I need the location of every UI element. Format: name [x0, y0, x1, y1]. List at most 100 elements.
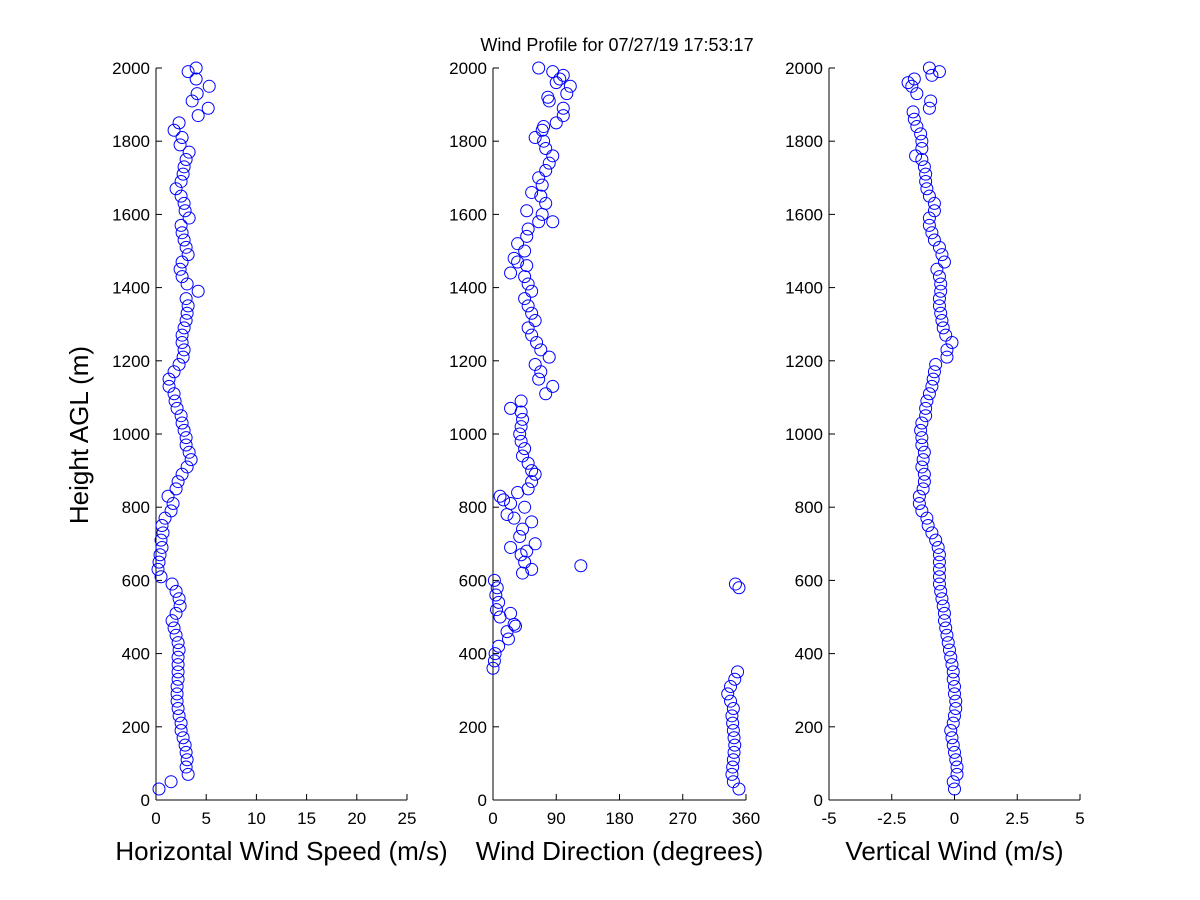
- vertical-wind-point: [937, 255, 951, 269]
- wind-direction-point: [521, 222, 535, 236]
- horizontal-wind-speed-point: [169, 584, 183, 598]
- horizontal-wind-speed-point: [191, 284, 205, 298]
- wind-direction-point: [497, 493, 511, 507]
- wind-direction-point: [504, 606, 518, 620]
- horizontal-wind-speed-point: [153, 548, 167, 562]
- wind-direction-xlabel: Wind Direction (degrees): [476, 836, 764, 866]
- vertical-wind-point: [949, 694, 963, 708]
- wind-direction-point: [521, 277, 535, 291]
- vertical-wind-point: [946, 738, 960, 752]
- horizontal-wind-speed-point: [202, 79, 216, 93]
- horizontal-wind-speed-point: [171, 672, 185, 686]
- wind-direction-point: [546, 149, 560, 163]
- horizontal-wind-speed-ytick-label: 600: [122, 571, 150, 590]
- horizontal-wind-speed-point: [180, 277, 194, 291]
- horizontal-wind-speed-point: [171, 665, 185, 679]
- vertical-wind-point: [916, 482, 930, 496]
- wind-direction-ytick-label: 400: [459, 645, 487, 664]
- vertical-wind-point: [934, 284, 948, 298]
- horizontal-wind-speed-xtick-label: 25: [398, 809, 417, 828]
- vertical-wind-point: [945, 731, 959, 745]
- vertical-wind-point: [927, 204, 941, 218]
- horizontal-wind-speed-point: [181, 248, 195, 262]
- horizontal-wind-speed-point: [171, 636, 185, 650]
- horizontal-wind-speed-point: [167, 123, 181, 137]
- vertical-wind-point: [917, 160, 931, 174]
- vertical-wind-point: [924, 94, 938, 108]
- wind-direction-point: [549, 76, 563, 90]
- horizontal-wind-speed-point: [175, 270, 189, 284]
- wind-direction-point: [487, 654, 501, 668]
- horizontal-wind-speed-point: [170, 680, 184, 694]
- horizontal-wind-speed-point: [165, 577, 179, 591]
- horizontal-wind-speed-point: [154, 570, 168, 584]
- horizontal-wind-speed-point: [172, 709, 186, 723]
- wind-direction-point: [528, 467, 542, 481]
- vertical-wind-xtick-label: -5: [821, 809, 836, 828]
- vertical-wind-point: [948, 709, 961, 723]
- horizontal-wind-speed-point: [155, 540, 169, 554]
- wind-direction-point: [726, 702, 740, 715]
- vertical-wind-point: [917, 467, 931, 481]
- vertical-wind-point: [925, 526, 939, 540]
- horizontal-wind-speed-point: [164, 775, 178, 789]
- wind-direction-point: [507, 251, 521, 265]
- vertical-wind-ytick-label: 800: [795, 498, 823, 517]
- vertical-wind-point: [932, 299, 946, 313]
- vertical-wind-point: [915, 134, 929, 148]
- vertical-wind-point: [922, 387, 936, 401]
- vertical-wind-point: [932, 577, 946, 591]
- vertical-wind-point: [929, 533, 943, 547]
- horizontal-wind-speed-ytick-label: 1400: [112, 279, 150, 298]
- horizontal-wind-speed-point: [161, 489, 175, 503]
- wind-direction-point: [514, 420, 528, 434]
- horizontal-wind-speed-point: [179, 153, 193, 166]
- horizontal-wind-speed-point: [167, 365, 181, 379]
- vertical-wind-ytick-label: 2000: [785, 59, 823, 78]
- wind-direction-point: [532, 171, 546, 185]
- horizontal-wind-speed-point: [154, 533, 168, 547]
- vertical-wind-point: [937, 614, 951, 628]
- horizontal-wind-speed-point: [174, 174, 188, 188]
- vertical-wind-xtick-label: 5: [1075, 809, 1084, 828]
- vertical-wind-panel: 0 200 400 600 800 1000 1200 1400 1600 1800 2000 -5 -…: [785, 59, 1085, 866]
- vertical-wind-point: [948, 782, 961, 796]
- horizontal-wind-speed-point: [162, 372, 176, 386]
- vertical-wind-point: [932, 65, 946, 79]
- vertical-wind-point: [940, 350, 954, 364]
- vertical-wind-point: [949, 753, 963, 767]
- wind-direction-point: [504, 401, 518, 415]
- wind-direction-point: [490, 603, 504, 617]
- vertical-wind-point: [927, 233, 941, 247]
- wind-direction-point: [489, 588, 503, 602]
- vertical-wind-point: [939, 621, 953, 635]
- vertical-wind-point: [932, 555, 946, 569]
- vertical-wind-point: [929, 357, 943, 371]
- vertical-wind-point: [914, 423, 928, 437]
- wind-direction-point: [541, 90, 555, 104]
- horizontal-wind-speed-point: [170, 694, 184, 708]
- vertical-wind-ytick-label: 400: [795, 645, 823, 664]
- wind-direction-ytick-label: 800: [459, 498, 487, 517]
- horizontal-wind-speed-point: [177, 196, 191, 210]
- wind-direction-point: [549, 116, 563, 130]
- wind-direction-point: [516, 412, 530, 426]
- wind-direction-ytick-label: 0: [478, 791, 487, 810]
- wind-direction-point: [488, 647, 502, 661]
- vertical-wind-point: [936, 599, 950, 613]
- wind-direction-point: [539, 387, 553, 401]
- vertical-wind-point: [934, 277, 948, 291]
- horizontal-wind-speed-point: [175, 226, 189, 240]
- vertical-wind-point: [941, 636, 955, 650]
- vertical-wind-point: [910, 120, 924, 134]
- wind-direction-point: [537, 134, 551, 148]
- wind-direction-point: [546, 379, 560, 393]
- wind-direction-point: [721, 687, 735, 701]
- vertical-wind-point: [935, 314, 949, 328]
- wind-direction-point: [507, 511, 521, 525]
- vertical-wind-point: [922, 189, 936, 203]
- vertical-wind-point: [934, 306, 948, 320]
- horizontal-wind-speed-point: [169, 606, 183, 620]
- horizontal-wind-speed-point: [174, 189, 188, 203]
